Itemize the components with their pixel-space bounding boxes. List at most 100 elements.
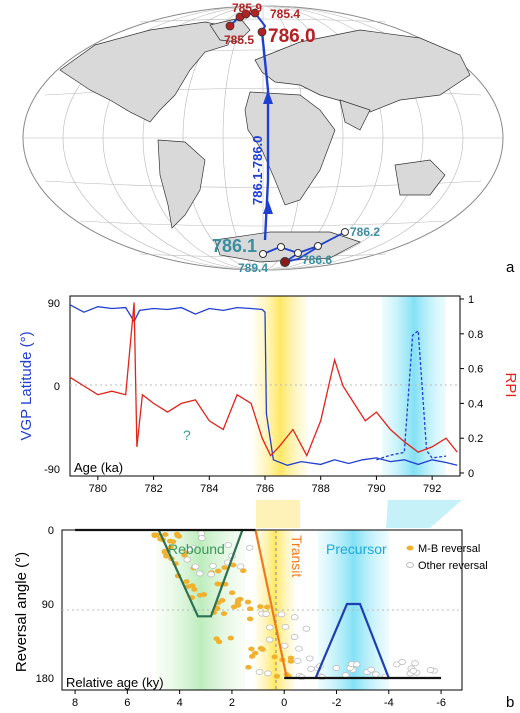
other-point: [352, 661, 361, 668]
other-point: [290, 634, 299, 641]
mb-point: [245, 664, 252, 670]
x-tick-label: 780: [89, 483, 107, 495]
mb-point: [257, 604, 264, 610]
connector-cyan: [386, 500, 462, 528]
model-line: [157, 529, 244, 618]
mb-point: [163, 553, 170, 559]
mb-point: [271, 654, 278, 660]
connector-yellow: [256, 500, 300, 528]
shaded-band: [253, 296, 307, 476]
other-point: [409, 667, 418, 674]
mb-point: [169, 539, 177, 545]
mb-point: [251, 650, 259, 656]
other-point: [224, 541, 233, 548]
legend-marker-mb: [406, 545, 414, 551]
other-point: [411, 660, 419, 667]
transit-label: Transit: [289, 535, 305, 577]
mb-point: [161, 550, 169, 555]
mb-point: [240, 568, 247, 574]
mb-point: [181, 552, 188, 558]
mb-point: [219, 597, 226, 603]
mb-point: [246, 616, 254, 622]
other-point: [302, 625, 311, 632]
other-point: [281, 623, 290, 630]
vgp-labels: 785.9 785.4 785.5 786.0 786.1-786.0 786.…: [212, 1, 380, 275]
mb-point: [248, 646, 255, 652]
x-tick-label: -6: [436, 697, 446, 709]
y-tick-label-left: 90: [48, 298, 60, 310]
y-tick-label: 0: [48, 525, 54, 537]
x-tick-label: 782: [144, 483, 162, 495]
rebound-label: Rebound: [168, 541, 225, 557]
x-tick-label: 788: [312, 483, 330, 495]
mb-point: [230, 562, 237, 568]
site-marker: [257, 27, 267, 37]
other-point: [305, 655, 314, 662]
mb-point: [215, 639, 223, 645]
vgp-sites: [225, 8, 349, 267]
other-point: [255, 668, 264, 675]
reversal-model-lines: [75, 528, 442, 680]
other-point: [207, 571, 215, 578]
x-tick-label: 8: [72, 697, 78, 709]
other-point: [332, 665, 341, 672]
mb-point: [244, 599, 252, 605]
mb-point: [273, 673, 281, 679]
y-tick-label-right: 0.6: [468, 364, 483, 376]
mb-point: [162, 532, 169, 537]
map-label: 785.4: [270, 7, 300, 21]
panel-label-b: b: [506, 694, 514, 711]
other-point: [266, 624, 274, 631]
x-tick-label: 784: [200, 483, 218, 495]
y-tick-label-right: 1: [468, 294, 474, 306]
x-tick-label: 0: [281, 697, 287, 709]
other-point: [367, 666, 375, 673]
other-point: [185, 546, 193, 553]
x-tick-label: 4: [177, 697, 183, 709]
site-marker: [294, 249, 302, 257]
other-point: [307, 665, 315, 672]
panel-label-a: a: [506, 259, 515, 276]
map-label: 786.1-786.0: [250, 136, 265, 205]
site-marker: [314, 242, 322, 250]
mb-point: [183, 579, 190, 584]
site-marker: [280, 257, 290, 267]
other-point: [183, 556, 192, 563]
mb-point: [151, 533, 158, 539]
model-line: [254, 529, 288, 679]
vgp-path-descent: [260, 31, 270, 241]
reversal-frame: [61, 529, 463, 691]
legend-label-mb: M-B reversal: [418, 543, 480, 555]
mb-point: [167, 545, 175, 550]
legend-label-other: Other reversal: [418, 560, 488, 572]
timeseries-bands: [253, 296, 447, 476]
x-tick-label: 792: [423, 483, 441, 495]
map-label: 786.6: [302, 253, 332, 267]
mb-point: [237, 596, 244, 602]
other-point: [264, 670, 272, 677]
mb-point: [196, 592, 204, 598]
x-tick-label: -2: [332, 697, 342, 709]
reversal-x-ticks: 8 6 4 2 0 -2 -4 -6: [72, 690, 446, 709]
map-label: 785.5: [224, 33, 254, 47]
x-tick-label: 2: [229, 697, 235, 709]
mb-point: [173, 531, 181, 537]
other-point: [209, 562, 217, 569]
y-tick-label: 180: [36, 673, 54, 685]
other-point: [245, 544, 254, 551]
other-point: [372, 671, 380, 678]
other-point: [196, 570, 204, 577]
y-tick-label-right: 0.2: [468, 433, 483, 445]
site-marker: [250, 8, 260, 18]
arrow-up-icon: [263, 90, 273, 104]
mb-point: [287, 658, 295, 664]
map-label: 785.9: [232, 1, 262, 15]
y-tick-label-left: -90: [44, 464, 60, 476]
mb-point: [234, 602, 242, 608]
other-point: [293, 657, 302, 664]
mb-point: [228, 590, 236, 596]
map-label: 789.4: [238, 261, 268, 275]
mb-point: [189, 583, 196, 589]
other-point: [236, 563, 245, 570]
